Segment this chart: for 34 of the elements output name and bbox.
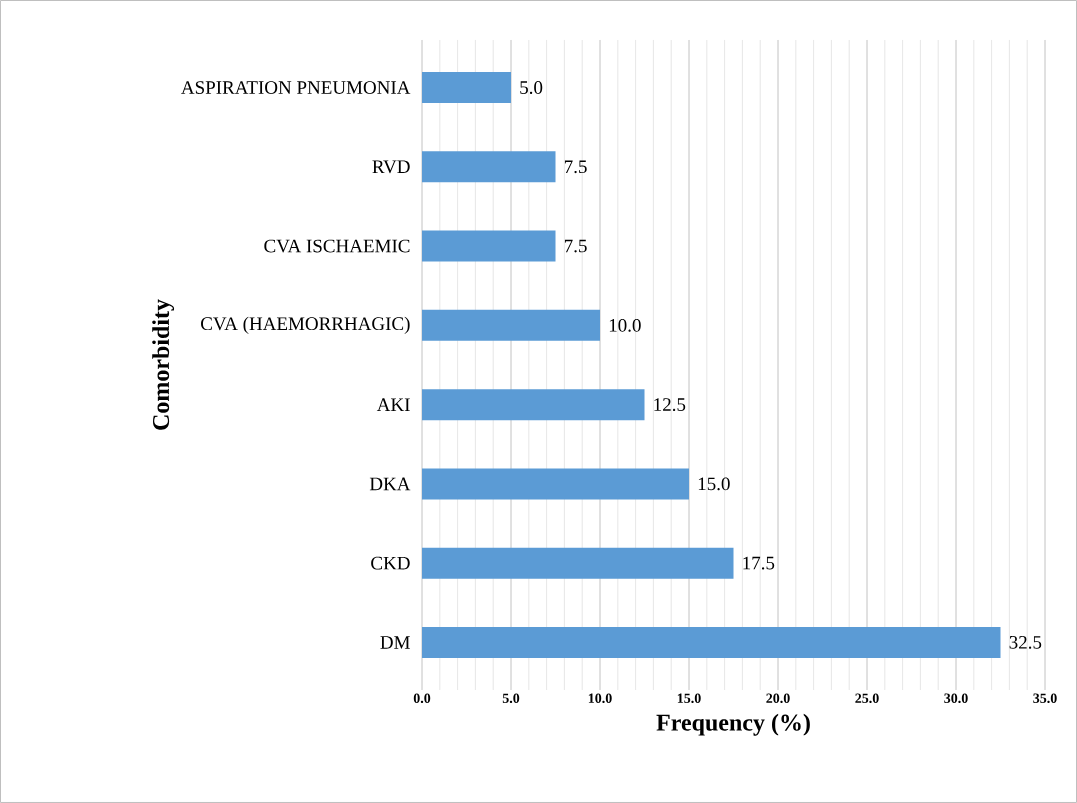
x-tick-label: 0.0: [413, 693, 431, 704]
y-tick-label: CKD: [371, 556, 410, 570]
x-tick-label: 35.0: [1033, 693, 1057, 704]
data-label: 17.5: [743, 556, 775, 570]
y-axis-title: Comorbidity: [152, 299, 175, 430]
x-tick-label: 20.0: [766, 693, 790, 704]
y-tick-label: AKI: [376, 398, 410, 411]
bar: [422, 626, 1001, 658]
bar: [422, 547, 734, 579]
data-label: 7.5: [564, 160, 587, 174]
bar: [422, 309, 601, 341]
x-tick-label: 5.0: [502, 693, 520, 704]
y-tick-label: RVD: [372, 160, 410, 174]
bar: [422, 389, 645, 421]
y-tick-label: CVA (HAEMORRHAGIC): [201, 316, 410, 334]
bar: [422, 230, 556, 262]
x-axis-title: Frequency (%): [656, 713, 810, 736]
x-tick-label: 15.0: [677, 693, 701, 704]
data-label: 5.0: [520, 81, 543, 94]
x-tick-label: 30.0: [944, 693, 968, 704]
y-tick-label: DKA: [369, 477, 411, 491]
y-tick-label: ASPIRATION PNEUMONIA: [181, 81, 411, 94]
bar: [422, 72, 512, 104]
data-label: 7.5: [564, 239, 587, 253]
y-tick-label: CVA ISCHAEMIC: [264, 239, 410, 253]
bar: [422, 151, 556, 183]
bar: [422, 468, 690, 500]
data-label: 15.0: [698, 477, 730, 491]
y-tick-label: DM: [380, 636, 410, 649]
data-label: 12.5: [654, 398, 686, 412]
data-label: 10.0: [609, 318, 641, 332]
x-tick-label: 10.0: [588, 693, 612, 704]
x-tick-label: 25.0: [855, 693, 879, 704]
data-label: 32.5: [1009, 636, 1042, 649]
